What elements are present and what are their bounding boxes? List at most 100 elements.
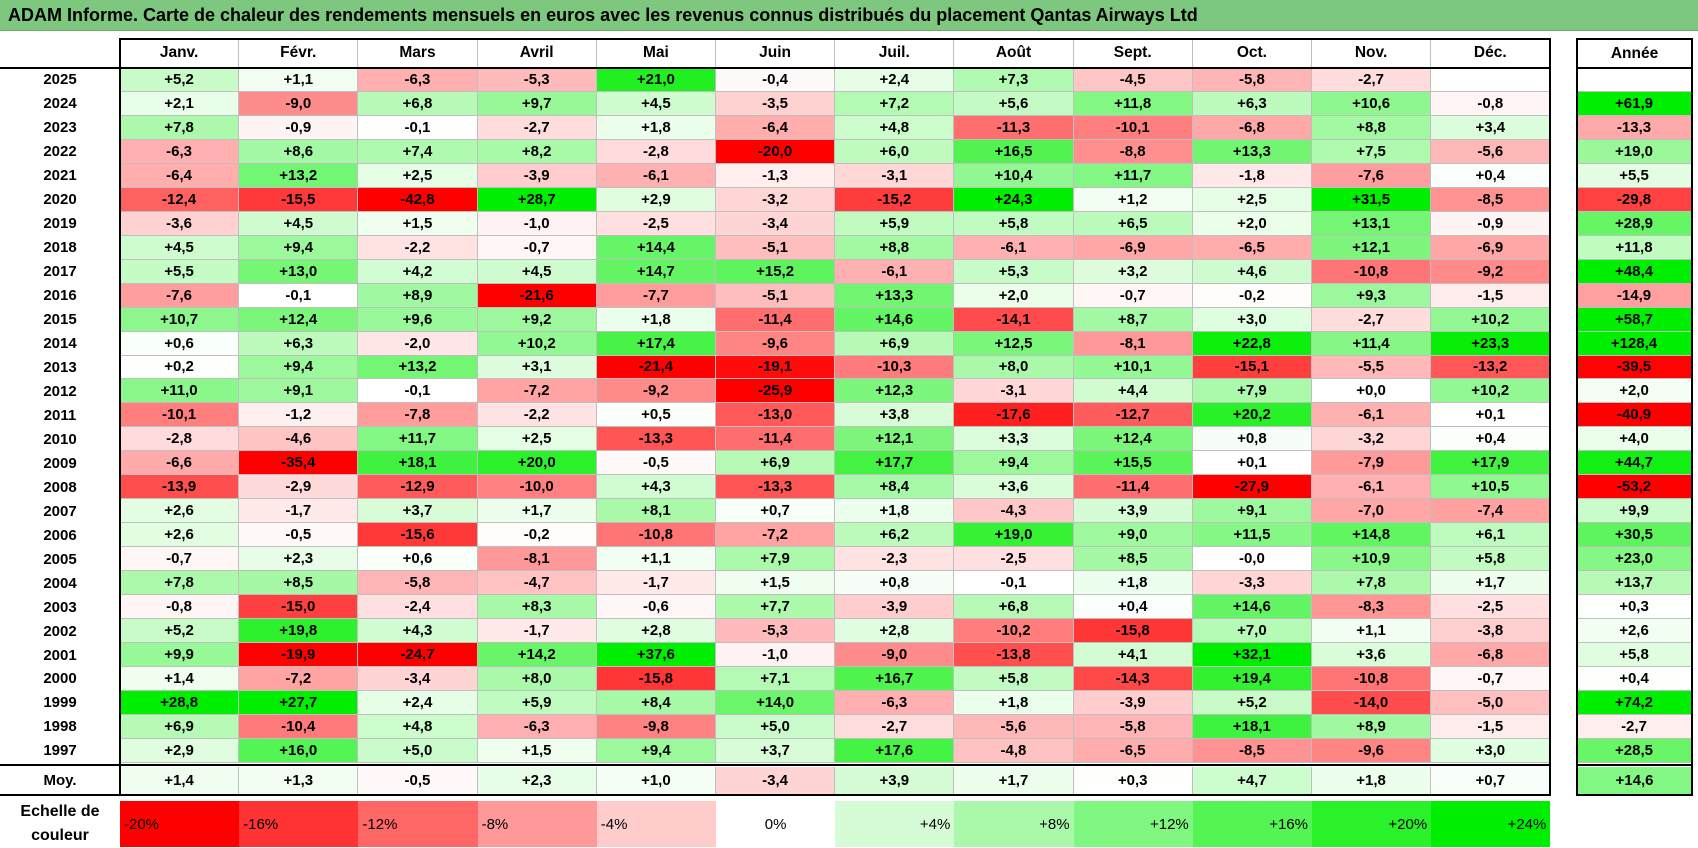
heatmap-cell: +7,8: [120, 571, 240, 596]
heatmap-cell: +19,4: [1192, 667, 1312, 691]
heatmap-cell: +15,5: [1073, 451, 1193, 476]
year-total-cell: +23,0: [1577, 547, 1692, 572]
heatmap-cell: +2,6: [120, 523, 240, 548]
year-label-2003: 2003: [43, 598, 77, 616]
heatmap-cell: -6,3: [358, 68, 478, 92]
heatmap-cell: +28,7: [477, 187, 597, 212]
heatmap-cell: +2,9: [596, 187, 716, 212]
heatmap-cell: +12,1: [1312, 235, 1432, 260]
heatmap-cell: -2,9: [239, 475, 359, 500]
heatmap-cell: -9,6: [716, 331, 836, 356]
heatmap-cell: -0,8: [1431, 91, 1551, 116]
heatmap-cell: -12,9: [358, 475, 478, 500]
heatmap-cell: -13,0: [716, 403, 836, 428]
heatmap-cell: +13,1: [1312, 211, 1432, 236]
heatmap-cell: -0,9: [1431, 211, 1551, 236]
heatmap-cell: -7,9: [1312, 451, 1432, 476]
heatmap-cell: -1,5: [1431, 283, 1551, 308]
color-scale-stop: +16%: [1192, 801, 1312, 847]
heatmap-cell: -3,2: [1312, 427, 1432, 452]
heatmap-cell: +0,0: [1312, 379, 1432, 404]
heatmap-cell: -21,4: [596, 355, 716, 380]
year-label-2022: 2022: [43, 143, 77, 161]
heatmap-cell: -3,1: [835, 163, 955, 188]
heatmap-cell: -3,1: [954, 379, 1074, 404]
average-row-label: Moy.: [43, 772, 77, 790]
year-label-2021: 2021: [43, 167, 77, 185]
heatmap-cell: -15,6: [358, 523, 478, 548]
year-total-cell: +2,6: [1577, 619, 1692, 644]
heatmap-cell: +6,2: [835, 523, 955, 548]
heatmap-cell: -6,8: [1431, 643, 1551, 667]
heatmap-cell: +20,2: [1192, 403, 1312, 428]
year-label-1997: 1997: [43, 742, 77, 760]
heatmap-cell: -6,8: [1192, 115, 1312, 140]
heatmap-cell: +5,8: [954, 211, 1074, 236]
year-total-cell: +61,9: [1577, 91, 1692, 116]
heatmap-cell: +9,4: [596, 738, 716, 763]
heatmap-cell: -6,6: [120, 451, 240, 476]
heatmap-cell: +2,5: [358, 163, 478, 188]
heatmap-cell: -2,5: [1431, 595, 1551, 620]
heatmap-cell: +5,2: [1192, 690, 1312, 715]
heatmap-cell: +12,5: [954, 331, 1074, 356]
heatmap-cell: +7,9: [716, 547, 836, 572]
heatmap-cell: +9,4: [239, 235, 359, 260]
heatmap-cell: +9,1: [1192, 499, 1312, 524]
heatmap-cell: -13,3: [716, 475, 836, 500]
heatmap-cell: +14,7: [596, 259, 716, 284]
heatmap-cell: -1,7: [596, 571, 716, 596]
heatmap-cell: -13,3: [596, 427, 716, 452]
year-label-2000: 2000: [43, 670, 77, 688]
heatmap-cell: -14,1: [954, 307, 1074, 332]
year-total-cell: +5,5: [1577, 163, 1692, 188]
heatmap-cell: -5,3: [477, 68, 597, 92]
heatmap-cell: +0,2: [120, 355, 240, 380]
heatmap-cell: -6,4: [120, 163, 240, 188]
heatmap-cell: +7,0: [1192, 619, 1312, 644]
heatmap-cell: -7,7: [596, 283, 716, 308]
color-scale-stop: -4%: [596, 801, 716, 847]
heatmap-cell: -10,8: [596, 523, 716, 548]
year-total-cell: -39,5: [1577, 355, 1692, 380]
heatmap-cell: -7,0: [1312, 499, 1432, 524]
heatmap-cell: -3,5: [716, 91, 836, 116]
year-total-cell: +48,4: [1577, 259, 1692, 284]
heatmap-cell: +0,1: [1431, 403, 1551, 428]
heatmap-cell: +9,7: [477, 91, 597, 116]
heatmap-cell: -1,5: [1431, 714, 1551, 739]
heatmap-cell: -6,9: [1073, 235, 1193, 260]
heatmap-cell: -0,7: [120, 547, 240, 572]
heatmap-cell: +6,9: [120, 714, 240, 739]
heatmap-cell: -10,1: [120, 403, 240, 428]
year-total-cell: -29,8: [1577, 187, 1692, 212]
heatmap-cell: -11,4: [716, 427, 836, 452]
heatmap-cell: -0,1: [954, 571, 1074, 596]
heatmap-cell: +2,4: [835, 68, 955, 92]
heatmap-cell: +17,4: [596, 331, 716, 356]
heatmap-cell: +3,2: [1073, 259, 1193, 284]
heatmap-cell: -15,5: [239, 187, 359, 212]
heatmap-cell: +3,1: [477, 355, 597, 380]
color-scale-stop: +24%: [1431, 801, 1551, 847]
heatmap-cell: -3,9: [835, 595, 955, 620]
heatmap-cell: -7,2: [477, 379, 597, 404]
heatmap-cell: -15,8: [1073, 619, 1193, 644]
year-total-cell: +30,5: [1577, 523, 1692, 548]
year-label-2009: 2009: [43, 454, 77, 472]
year-label-2011: 2011: [43, 406, 77, 424]
heatmap-cell: -7,2: [716, 523, 836, 548]
heatmap-cell: +16,0: [239, 738, 359, 763]
average-cell: +0,3: [1073, 766, 1193, 795]
year-label-2008: 2008: [43, 478, 77, 496]
heatmap-cell: +1,5: [716, 571, 836, 596]
heatmap-cell: +10,6: [1312, 91, 1432, 116]
heatmap-cell: -3,9: [477, 163, 597, 188]
heatmap-cell: +0,7: [716, 499, 836, 524]
heatmap-cell: +7,3: [954, 68, 1074, 92]
year-total-cell: +28,9: [1577, 211, 1692, 236]
heatmap-cell: -9,2: [1431, 259, 1551, 284]
heatmap-cell: +0,6: [120, 331, 240, 356]
heatmap-cell: +4,8: [835, 115, 955, 140]
heatmap-cell: +19,0: [954, 523, 1074, 548]
